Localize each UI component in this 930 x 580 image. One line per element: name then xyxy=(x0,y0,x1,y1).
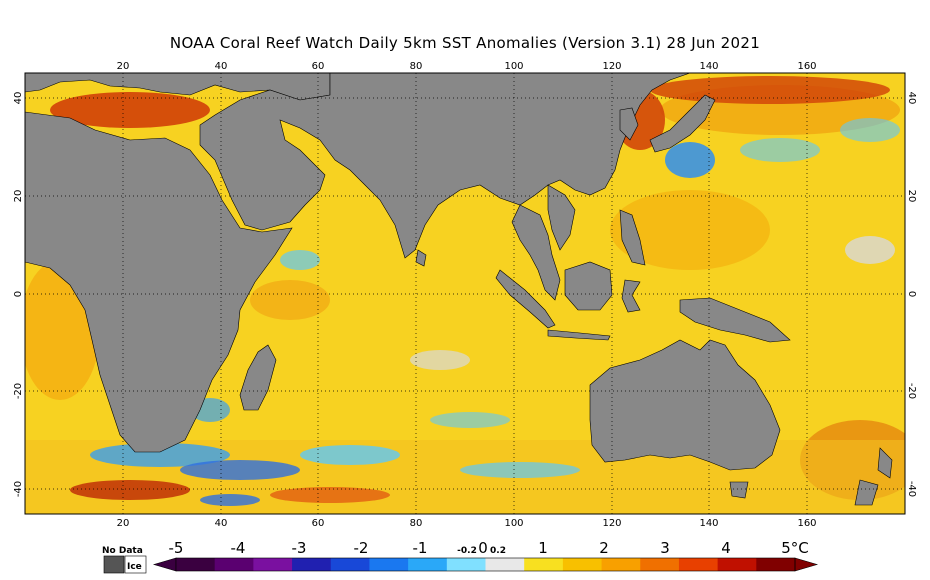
lon-tick-top: 160 xyxy=(797,61,816,72)
land-newguinea xyxy=(679,297,791,343)
no-data-swatch xyxy=(103,555,125,574)
lat-tick-right: -40 xyxy=(906,481,917,497)
lat-tick-left: 0 xyxy=(13,291,24,297)
colorbar-label: 4 xyxy=(721,539,731,557)
lon-tick-bottom: 20 xyxy=(117,518,130,529)
colorbar-label: 1 xyxy=(538,539,548,557)
colorbar-segment xyxy=(330,558,370,571)
land-newzealand xyxy=(854,447,893,506)
lat-tick-left: -40 xyxy=(13,481,24,497)
lon-tick-bottom: 140 xyxy=(699,518,718,529)
colorbar-label: 0 xyxy=(478,539,488,557)
lon-tick-bottom: 60 xyxy=(312,518,325,529)
colorbar-segment xyxy=(756,558,796,571)
colorbar-segment xyxy=(253,558,293,571)
lat-ticks-right: 40 20 0 -20 -40 xyxy=(906,92,917,498)
lat-tick-right: -20 xyxy=(906,383,917,399)
lon-tick-top: 20 xyxy=(117,61,130,72)
colorbar-segment xyxy=(369,558,409,571)
colorbar-segment xyxy=(214,558,254,571)
lon-ticks-top: 20 40 60 80 100 120 140 160 xyxy=(117,61,817,72)
ice-swatch xyxy=(124,555,147,574)
colorbar-segment xyxy=(176,558,216,571)
land-sulawesi xyxy=(621,279,641,313)
colorbar-segment xyxy=(562,558,603,571)
lon-tick-bottom: 40 xyxy=(215,518,228,529)
lon-tick-top: 40 xyxy=(215,61,228,72)
land-srilanka xyxy=(415,249,427,267)
land-vietnam xyxy=(547,184,576,251)
colorbar-segment xyxy=(524,558,564,571)
colorbar-label: -2 xyxy=(354,539,369,557)
colorbar-label: 2 xyxy=(599,539,609,557)
colorbar-arrow-right xyxy=(794,557,819,572)
colorbar-segment xyxy=(678,558,719,571)
map-panel xyxy=(25,73,905,514)
colorbar-labels: -5 -4 -3 -2 -1 -0.2 0 0.2 1 2 3 4 5°C xyxy=(169,539,809,557)
lon-tick-top: 60 xyxy=(312,61,325,72)
lat-tick-left: -20 xyxy=(13,383,24,399)
lon-tick-top: 120 xyxy=(602,61,621,72)
colorbar xyxy=(152,557,819,572)
land-philippines xyxy=(619,209,646,266)
colorbar-label: -5 xyxy=(169,539,184,557)
lat-tick-left: 20 xyxy=(13,190,24,203)
land-java xyxy=(547,329,611,341)
colorbar-segment xyxy=(292,558,332,571)
map-title: NOAA Coral Reef Watch Daily 5km SST Anom… xyxy=(169,34,761,52)
colorbar-label: -3 xyxy=(292,539,307,557)
colorbar-label: -1 xyxy=(413,539,428,557)
lon-ticks-bottom: 20 40 60 80 100 120 140 160 xyxy=(117,518,817,529)
land-australia xyxy=(589,339,781,471)
colorbar-segment xyxy=(601,558,641,571)
colorbar-border xyxy=(175,557,796,572)
land-asia xyxy=(199,73,691,259)
lon-tick-bottom: 120 xyxy=(602,518,621,529)
gridlines xyxy=(25,73,905,514)
colorbar-label: -4 xyxy=(231,539,246,557)
land-madagascar xyxy=(239,344,277,411)
lon-tick-top: 140 xyxy=(699,61,718,72)
colorbar-label: 3 xyxy=(660,539,670,557)
map-border xyxy=(24,72,906,515)
lon-tick-top: 80 xyxy=(410,61,423,72)
colorbar-segment xyxy=(446,558,486,571)
colorbar-label: 0.2 xyxy=(490,546,506,556)
lon-tick-top: 100 xyxy=(504,61,523,72)
land-korea xyxy=(619,107,639,141)
land-borneo xyxy=(564,261,613,311)
colorbar-segment xyxy=(408,558,448,571)
lat-tick-left: 40 xyxy=(13,92,24,105)
colorbar-segment xyxy=(640,558,680,571)
lat-ticks-left: 40 20 0 -20 -40 xyxy=(13,92,24,498)
lat-tick-right: 40 xyxy=(906,92,917,105)
land-masses xyxy=(25,73,893,506)
land-japan xyxy=(649,94,716,153)
colorbar-segment xyxy=(485,558,525,571)
no-data-label: No Data xyxy=(102,546,143,556)
colorbar-arrow-left xyxy=(152,557,177,572)
colorbar-label: -0.2 xyxy=(457,546,477,556)
lon-tick-bottom: 80 xyxy=(410,518,423,529)
land-indochina xyxy=(511,204,561,301)
nodata-ice-legend: No Data Ice xyxy=(102,546,147,574)
lon-tick-bottom: 160 xyxy=(797,518,816,529)
ice-label: Ice xyxy=(127,562,142,572)
colorbar-label: 5°C xyxy=(781,539,809,557)
colorbar-segment xyxy=(717,558,757,571)
lat-tick-right: 20 xyxy=(906,190,917,203)
lon-tick-bottom: 100 xyxy=(504,518,523,529)
land-africa xyxy=(25,111,293,453)
lat-tick-right: 0 xyxy=(906,291,917,297)
land-tasmania xyxy=(729,481,749,499)
land-sumatra xyxy=(495,269,556,329)
